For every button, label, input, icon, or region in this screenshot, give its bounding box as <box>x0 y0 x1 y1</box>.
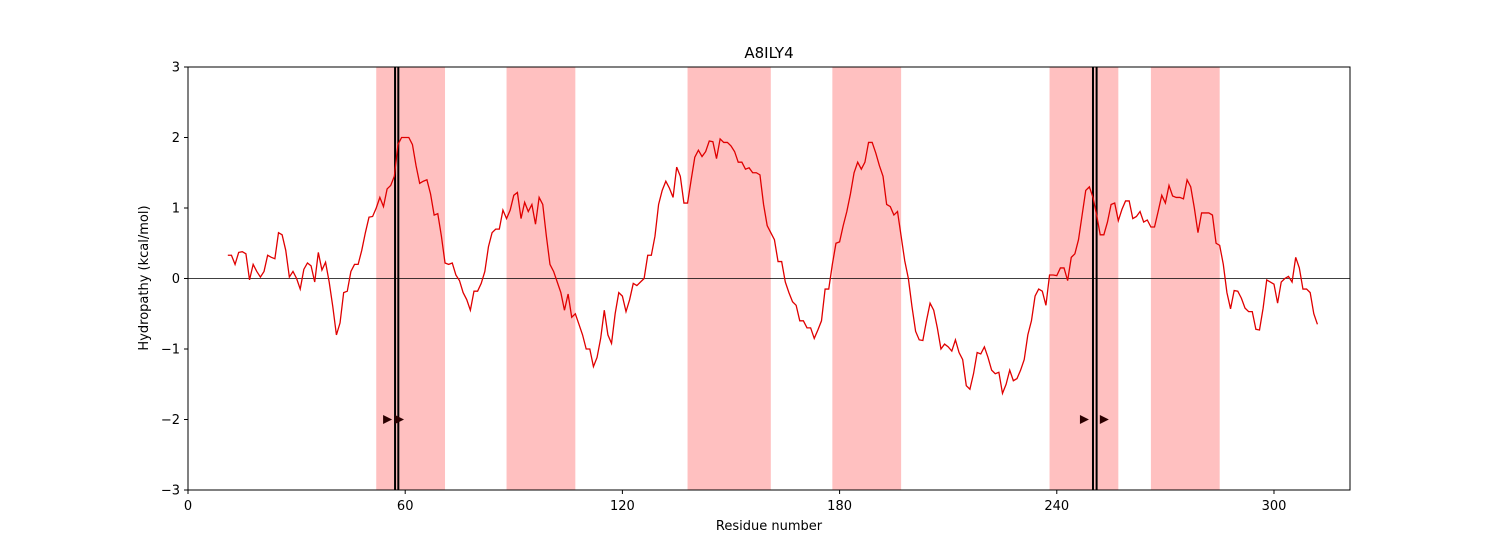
x-tick-label: 120 <box>610 499 635 514</box>
y-tick-label: −3 <box>161 484 180 499</box>
y-tick-label: 1 <box>172 202 180 217</box>
y-axis-label: Hydropathy (kcal/mol) <box>137 205 152 350</box>
x-tick-label: 180 <box>827 499 852 514</box>
triangle-marker <box>395 415 405 424</box>
x-axis-label: Residue number <box>716 519 823 534</box>
hydropathy-line <box>227 136 1319 396</box>
x-tick-label: 300 <box>1262 499 1287 514</box>
triangle-marker <box>383 415 393 424</box>
x-tick-label: 0 <box>184 499 192 514</box>
y-tick-label: 0 <box>172 272 180 287</box>
y-tick-label: −2 <box>161 413 180 428</box>
triangle-marker <box>1079 415 1089 424</box>
triangle-marker <box>1099 415 1109 424</box>
y-tick-label: 3 <box>172 61 180 76</box>
y-tick-label: 2 <box>172 131 180 146</box>
chart-title: A8ILY4 <box>744 44 793 62</box>
y-tick-label: −1 <box>161 343 180 358</box>
x-tick-label: 60 <box>397 499 414 514</box>
x-tick-label: 240 <box>1044 499 1069 514</box>
